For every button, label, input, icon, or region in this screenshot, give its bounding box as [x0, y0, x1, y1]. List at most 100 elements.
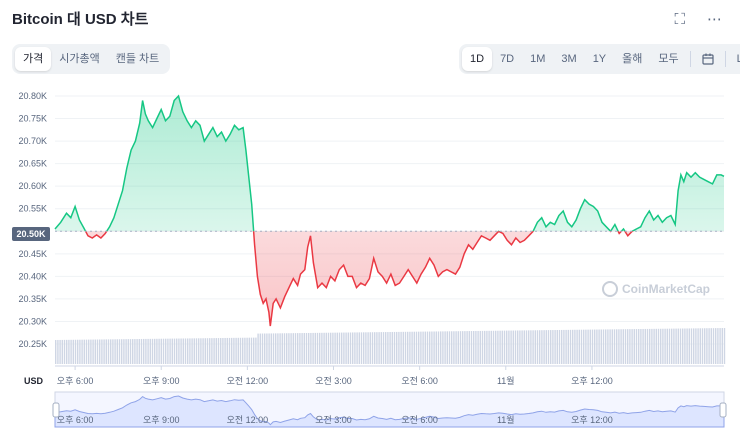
volume-bar: [321, 332, 323, 364]
volume-bar: [578, 329, 580, 364]
volume-bar: [598, 329, 600, 364]
volume-bar: [129, 339, 132, 364]
volume-bar: [424, 331, 426, 364]
volume-bar: [325, 332, 327, 364]
navigator-tick-label: 오전 12:00: [227, 415, 269, 425]
volume-bar: [88, 339, 90, 364]
volume-bar: [378, 332, 380, 364]
tab-candle-chart[interactable]: 캔들 차트: [115, 53, 160, 65]
volume-bar: [635, 329, 638, 364]
navigator-handle[interactable]: [52, 402, 60, 418]
range-1m[interactable]: 1M: [530, 53, 546, 65]
volume-bar: [684, 328, 686, 364]
x-tick-label: 오후 6:00: [57, 376, 94, 386]
volume-bar: [226, 337, 228, 364]
volume-bar: [160, 338, 162, 364]
volume-bar: [145, 338, 147, 364]
volume-bar: [545, 330, 547, 364]
volume-bar: [215, 338, 217, 364]
page-title: Bitcoin 대 USD 차트: [12, 11, 149, 28]
volume-bar: [116, 339, 118, 364]
volume-bar: [303, 333, 305, 364]
volume-bar: [103, 339, 105, 364]
volume-bar: [479, 330, 481, 364]
volume-bar: [618, 329, 620, 364]
x-tick-label: 오후 9:00: [143, 376, 180, 386]
volume-bar: [94, 339, 96, 364]
volume-bar: [607, 329, 609, 364]
x-tick-label: 오전 6:00: [401, 376, 438, 386]
range-all[interactable]: 모두: [658, 53, 679, 65]
navigator-handle[interactable]: [719, 402, 727, 418]
more-icon[interactable]: ⋯: [707, 11, 722, 28]
volume-bar: [217, 338, 220, 364]
volume-bar: [266, 333, 268, 364]
volume-bar: [176, 338, 178, 364]
price-line-down: [84, 231, 634, 327]
volume-bar: [517, 330, 519, 364]
range-1y[interactable]: 1Y: [592, 53, 607, 65]
volume-bar: [642, 328, 644, 364]
volume-bar: [468, 331, 470, 364]
tab-price[interactable]: 가격: [15, 47, 52, 71]
tab-market-cap[interactable]: 시가총액: [59, 53, 100, 65]
volume-bar: [182, 338, 184, 364]
volume-bar: [224, 337, 226, 364]
volume-bar: [677, 328, 679, 364]
range-1d[interactable]: 1D: [462, 47, 493, 71]
volume-bar: [184, 338, 187, 364]
volume-bar: [521, 330, 523, 364]
volume-bar: [415, 331, 418, 364]
navigator-tick-label: 오전 6:00: [401, 415, 438, 425]
range-7d[interactable]: 7D: [500, 53, 515, 65]
price-area-down: [55, 231, 724, 326]
volume-bar: [609, 329, 611, 364]
volume-bar: [580, 329, 583, 364]
volume-bar: [193, 338, 195, 364]
volume-bar: [429, 331, 431, 364]
volume-bar: [189, 338, 191, 364]
volume-bar: [101, 339, 103, 364]
volume-bar: [211, 338, 213, 364]
volume-bar: [587, 329, 589, 364]
volume-bar: [462, 331, 464, 364]
navigator-tick-label: 오후 12:00: [571, 415, 613, 425]
volume-bar: [195, 338, 198, 364]
volume-bar: [171, 338, 173, 364]
volume-bar: [690, 328, 693, 364]
volume-bar: [477, 330, 479, 364]
volume-bar: [620, 329, 622, 364]
volume-bar: [629, 329, 631, 364]
volume-bar: [66, 339, 68, 364]
volume-bar: [616, 329, 618, 364]
volume-bar: [125, 339, 127, 364]
volume-bar: [666, 328, 668, 364]
volume-bar: [398, 331, 400, 364]
volume-bar: [314, 332, 316, 364]
volume-bar: [371, 332, 374, 364]
volume-bar: [140, 338, 143, 364]
volume-bar: [391, 331, 393, 364]
volume-bar: [688, 328, 690, 364]
expand-icon[interactable]: ⛶: [674, 11, 685, 28]
volume-bar: [569, 329, 572, 364]
volume-bar: [59, 339, 61, 364]
price-line-up: [54, 94, 725, 232]
volume-bar: [114, 339, 116, 364]
volume-bar: [556, 330, 558, 364]
divider: [689, 51, 691, 67]
range-ytd[interactable]: 올해: [622, 53, 643, 65]
volume-bar: [563, 329, 565, 364]
volume-bar: [541, 330, 543, 364]
volume-bar: [411, 331, 413, 364]
volume-bar: [655, 328, 657, 364]
volume-bar: [143, 338, 145, 364]
range-3m[interactable]: 3M: [561, 53, 577, 65]
volume-bar: [574, 329, 576, 364]
volume-bar: [156, 338, 158, 364]
log-scale-toggle[interactable]: LOG: [736, 53, 740, 65]
calendar-icon[interactable]: [694, 47, 722, 71]
volume-bar: [440, 331, 442, 364]
volume-bar: [138, 339, 140, 364]
